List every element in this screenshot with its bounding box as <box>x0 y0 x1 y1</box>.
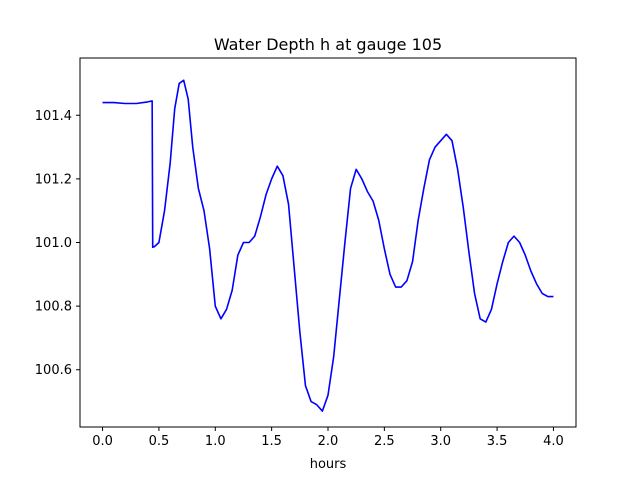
x-tick-label: 2.0 <box>318 434 339 449</box>
x-tick-label: 2.5 <box>374 434 395 449</box>
y-tick-label: 101.2 <box>35 172 72 187</box>
x-tick-label: 0.5 <box>149 434 170 449</box>
x-tick-label: 4.0 <box>543 434 564 449</box>
x-axis-title: hours <box>310 457 347 472</box>
x-tick-label: 3.5 <box>487 434 508 449</box>
x-tick-label: 1.5 <box>261 434 282 449</box>
y-axis-ticks: 100.6 100.8 101.0 101.2 101.4 <box>35 109 80 378</box>
series-line-0 <box>102 79 554 412</box>
series-layer <box>102 79 554 412</box>
x-tick-label: 1.0 <box>205 434 226 449</box>
plot-frame <box>79 57 577 428</box>
x-tick-label: 3.0 <box>430 434 451 449</box>
y-tick-label: 100.6 <box>35 363 72 378</box>
y-tick-label: 101.4 <box>35 109 72 124</box>
y-tick-label: 100.8 <box>35 300 72 315</box>
chart-title: Water Depth h at gauge 105 <box>214 35 442 54</box>
x-axis-ticks: 0.0 0.5 1.0 1.5 2.0 2.5 3.0 3.5 4.0 <box>92 427 564 449</box>
y-tick-label: 101.0 <box>35 236 72 251</box>
x-tick-label: 0.0 <box>92 434 113 449</box>
